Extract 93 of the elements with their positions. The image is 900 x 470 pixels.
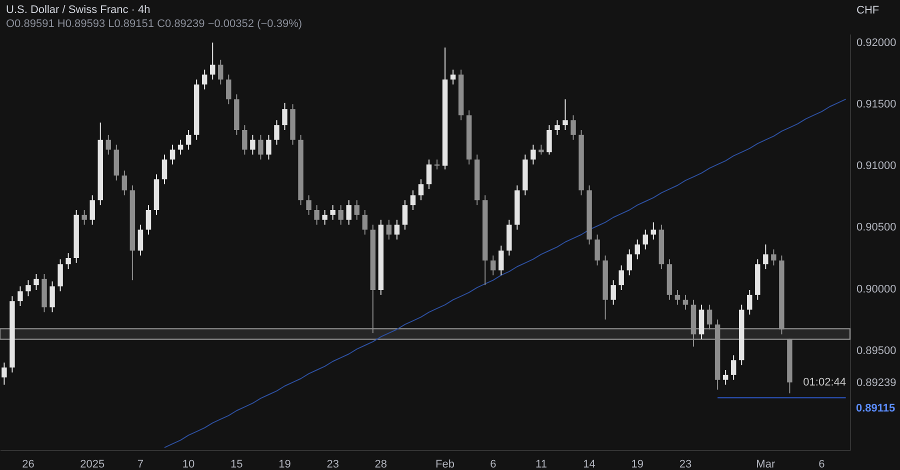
candlestick <box>346 200 352 226</box>
candlestick <box>18 286 23 306</box>
y-tick-label: 0.89500 <box>856 344 896 357</box>
text: 0.89115 <box>856 402 896 414</box>
candlestick <box>58 258 63 292</box>
x-tick-label: 15 <box>230 458 243 470</box>
y-tick-label: 0.91000 <box>856 160 896 172</box>
candlestick <box>26 280 31 297</box>
candlestick <box>706 304 712 330</box>
x-tick-label: 14 <box>583 458 596 470</box>
candlestick <box>530 144 536 165</box>
y-tick-label: 0.90000 <box>856 283 896 296</box>
x-tick-label: 7 <box>137 458 144 470</box>
candlestick <box>170 144 176 165</box>
candlestick <box>386 219 392 240</box>
candlestick <box>418 178 424 201</box>
chart-title: U.S. Dollar / Swiss Franc · 4h <box>6 4 150 16</box>
x-tick-label: 6 <box>818 458 825 470</box>
x-tick-label: 19 <box>631 458 644 470</box>
candlestick <box>538 144 544 156</box>
candlestick <box>362 210 368 236</box>
candlestick <box>498 245 504 276</box>
candlestick <box>210 42 216 80</box>
candlestick <box>490 255 496 276</box>
chart-subtitle: O0.89591 H0.89593 L0.89151 C0.89239 −0.00352 (−0.39%) <box>6 18 302 30</box>
x-tick-label: Mar <box>756 458 776 470</box>
candlestick <box>594 234 600 266</box>
y-tick-label: 0.91500 <box>856 98 896 111</box>
candlestick <box>330 204 336 220</box>
x-tick-label: 6 <box>490 458 496 470</box>
annotation: 01:02:44 <box>803 376 846 388</box>
candlestick <box>682 294 688 310</box>
candlestick <box>747 290 752 316</box>
candlestick <box>186 130 192 150</box>
candlestick <box>650 222 656 240</box>
y-tick-label: 0.90500 <box>856 222 896 234</box>
candlestick <box>122 170 128 196</box>
candlestick <box>610 280 616 306</box>
candlestick <box>618 264 624 290</box>
x-tick-label: 26 <box>22 458 34 470</box>
candlestick <box>354 200 360 220</box>
x-tick-label: 19 <box>278 458 291 470</box>
candlestick <box>722 370 728 386</box>
x-tick-label: 23 <box>679 458 692 470</box>
candlestick <box>82 210 87 226</box>
candlestick <box>282 102 288 130</box>
candlestick <box>554 120 560 136</box>
candlestick <box>394 219 400 240</box>
candlestick <box>322 210 328 226</box>
candlestick <box>314 204 320 226</box>
candlestick <box>410 190 416 210</box>
candlestick <box>138 224 144 256</box>
candlestick <box>250 134 256 156</box>
candlestick <box>162 154 168 185</box>
y-tick-label: 0.89239 <box>856 376 896 389</box>
x-tick-label: 2025 <box>80 458 105 470</box>
candlestick <box>546 124 552 156</box>
candlestick <box>242 124 248 156</box>
candlestick <box>763 244 768 270</box>
candlestick <box>730 354 736 380</box>
y-tick-label: 0.92000 <box>856 37 896 50</box>
candlestick <box>642 229 648 250</box>
candlestick <box>226 74 232 105</box>
candlestick <box>338 204 344 226</box>
candlestick <box>90 194 95 226</box>
x-tick-label: 23 <box>326 458 339 470</box>
candlestick <box>402 200 408 230</box>
candlestick <box>426 159 432 190</box>
candlestick <box>570 114 576 140</box>
x-tick-label: 11 <box>536 458 547 470</box>
candlestick <box>202 69 208 90</box>
x-tick-label: Feb <box>436 458 455 470</box>
candlestick <box>50 280 55 313</box>
candlestick <box>258 134 264 160</box>
y-axis-title: CHF <box>856 4 880 16</box>
candlestick <box>66 252 71 270</box>
candlestick <box>218 59 224 85</box>
candlestick <box>2 362 7 386</box>
candlestick <box>634 239 640 260</box>
candlestick <box>106 134 112 156</box>
candlestick <box>266 134 272 160</box>
candlestick <box>674 290 680 306</box>
candlestick <box>306 194 312 216</box>
line-series <box>164 98 846 448</box>
candlestick <box>771 248 776 266</box>
candlestick <box>146 204 152 236</box>
candlestick <box>274 120 280 146</box>
candlestick <box>34 274 39 290</box>
x-tick-label: 28 <box>374 458 388 470</box>
candlestick <box>562 98 568 130</box>
x-tick-label: 10 <box>182 458 195 470</box>
candlestick <box>626 248 632 276</box>
candlestick <box>450 69 456 85</box>
